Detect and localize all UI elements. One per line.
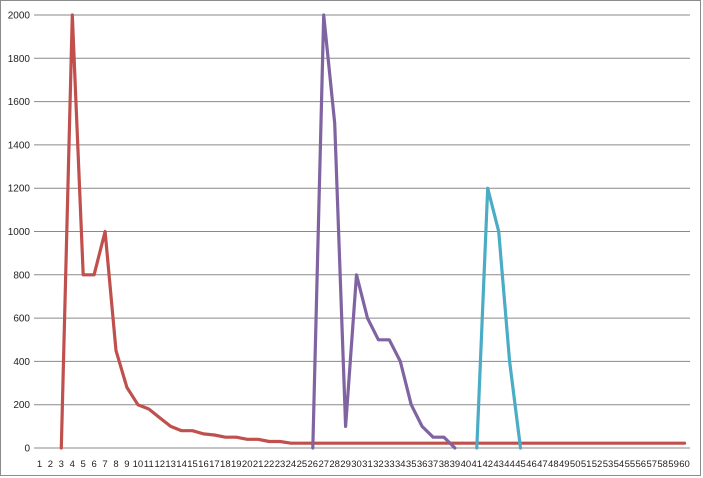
y-axis-ticks: 0 200 400 600 800 1000 1200 1400 1600 1800 2000	[8, 11, 31, 455]
x-tick-label: 1	[37, 459, 42, 470]
x-tick-label: 36	[417, 459, 428, 470]
y-tick-label: 1600	[8, 97, 31, 108]
y-tick-label: 1200	[8, 184, 31, 195]
series-line-3	[475, 186, 523, 450]
x-tick-label: 30	[351, 459, 362, 470]
x-tick-label: 60	[679, 459, 690, 470]
x-tick-label: 38	[439, 459, 450, 470]
x-tick-label: 4	[70, 459, 75, 470]
x-tick-label: 49	[559, 459, 570, 470]
x-tick-label: 15	[187, 459, 198, 470]
y-tick-label: 200	[13, 400, 30, 411]
y-tick-label: 600	[13, 314, 30, 325]
x-tick-label: 29	[340, 459, 351, 470]
x-tick-label: 50	[570, 459, 581, 470]
x-tick-label: 55	[625, 459, 636, 470]
x-tick-label: 52	[592, 459, 603, 470]
x-tick-label: 11	[144, 459, 154, 470]
gridlines	[34, 14, 690, 449]
x-tick-label: 31	[362, 459, 373, 470]
x-tick-label: 5	[81, 459, 86, 470]
x-tick-label: 56	[636, 459, 647, 470]
x-tick-label: 17	[209, 459, 220, 470]
x-tick-label: 41	[472, 459, 483, 470]
x-tick-label: 3	[59, 459, 64, 470]
x-tick-label: 33	[384, 459, 395, 470]
x-tick-label: 8	[113, 459, 118, 470]
y-tick-label: 1400	[8, 140, 31, 151]
x-tick-label: 45	[515, 459, 526, 470]
x-tick-label: 13	[165, 459, 176, 470]
x-tick-label: 34	[395, 459, 406, 470]
x-tick-label: 46	[526, 459, 537, 470]
y-tick-label: 400	[13, 357, 30, 368]
series-line-1	[59, 13, 687, 450]
y-tick-label: 1800	[8, 54, 31, 65]
x-tick-label: 57	[646, 459, 657, 470]
series-line-2	[311, 13, 457, 450]
x-tick-label: 2	[48, 459, 53, 470]
x-tick-label: 22	[264, 459, 275, 470]
x-tick-label: 21	[253, 459, 264, 470]
y-tick-label: 1000	[8, 227, 31, 238]
series-lines	[59, 13, 687, 450]
x-tick-label: 16	[198, 459, 209, 470]
x-tick-label: 7	[102, 459, 107, 470]
x-tick-label: 19	[231, 459, 242, 470]
x-tick-label: 51	[581, 459, 592, 470]
x-tick-label: 42	[482, 459, 493, 470]
x-tick-label: 48	[548, 459, 559, 470]
x-tick-label: 27	[318, 459, 329, 470]
x-tick-label: 20	[242, 459, 253, 470]
x-tick-label: 35	[406, 459, 417, 470]
x-tick-label: 18	[220, 459, 231, 470]
x-tick-label: 54	[614, 459, 625, 470]
x-tick-label: 32	[373, 459, 384, 470]
x-axis-ticks: 1 2 3 4 5 6 7 8 9 10 11 12 13 14 15 16 17 18 19 20 21 22 23 24 2…	[37, 459, 690, 470]
x-tick-label: 53	[603, 459, 614, 470]
x-tick-label: 14	[176, 459, 187, 470]
x-tick-label: 47	[537, 459, 548, 470]
x-tick-label: 39	[450, 459, 461, 470]
x-tick-label: 26	[308, 459, 319, 470]
x-tick-label: 44	[504, 459, 515, 470]
x-tick-label: 10	[133, 459, 144, 470]
y-tick-label: 2000	[8, 11, 31, 22]
x-tick-label: 12	[154, 459, 165, 470]
x-tick-label: 59	[668, 459, 679, 470]
x-tick-label: 43	[493, 459, 504, 470]
x-tick-label: 40	[461, 459, 472, 470]
x-tick-label: 6	[91, 459, 96, 470]
x-tick-label: 24	[286, 459, 297, 470]
x-tick-label: 9	[124, 459, 129, 470]
x-tick-label: 37	[428, 459, 439, 470]
x-tick-label: 25	[297, 459, 308, 470]
y-tick-label: 800	[13, 270, 30, 281]
x-tick-label: 58	[657, 459, 668, 470]
x-tick-label: 28	[329, 459, 340, 470]
y-tick-label: 0	[24, 444, 30, 455]
x-tick-label: 23	[275, 459, 286, 470]
